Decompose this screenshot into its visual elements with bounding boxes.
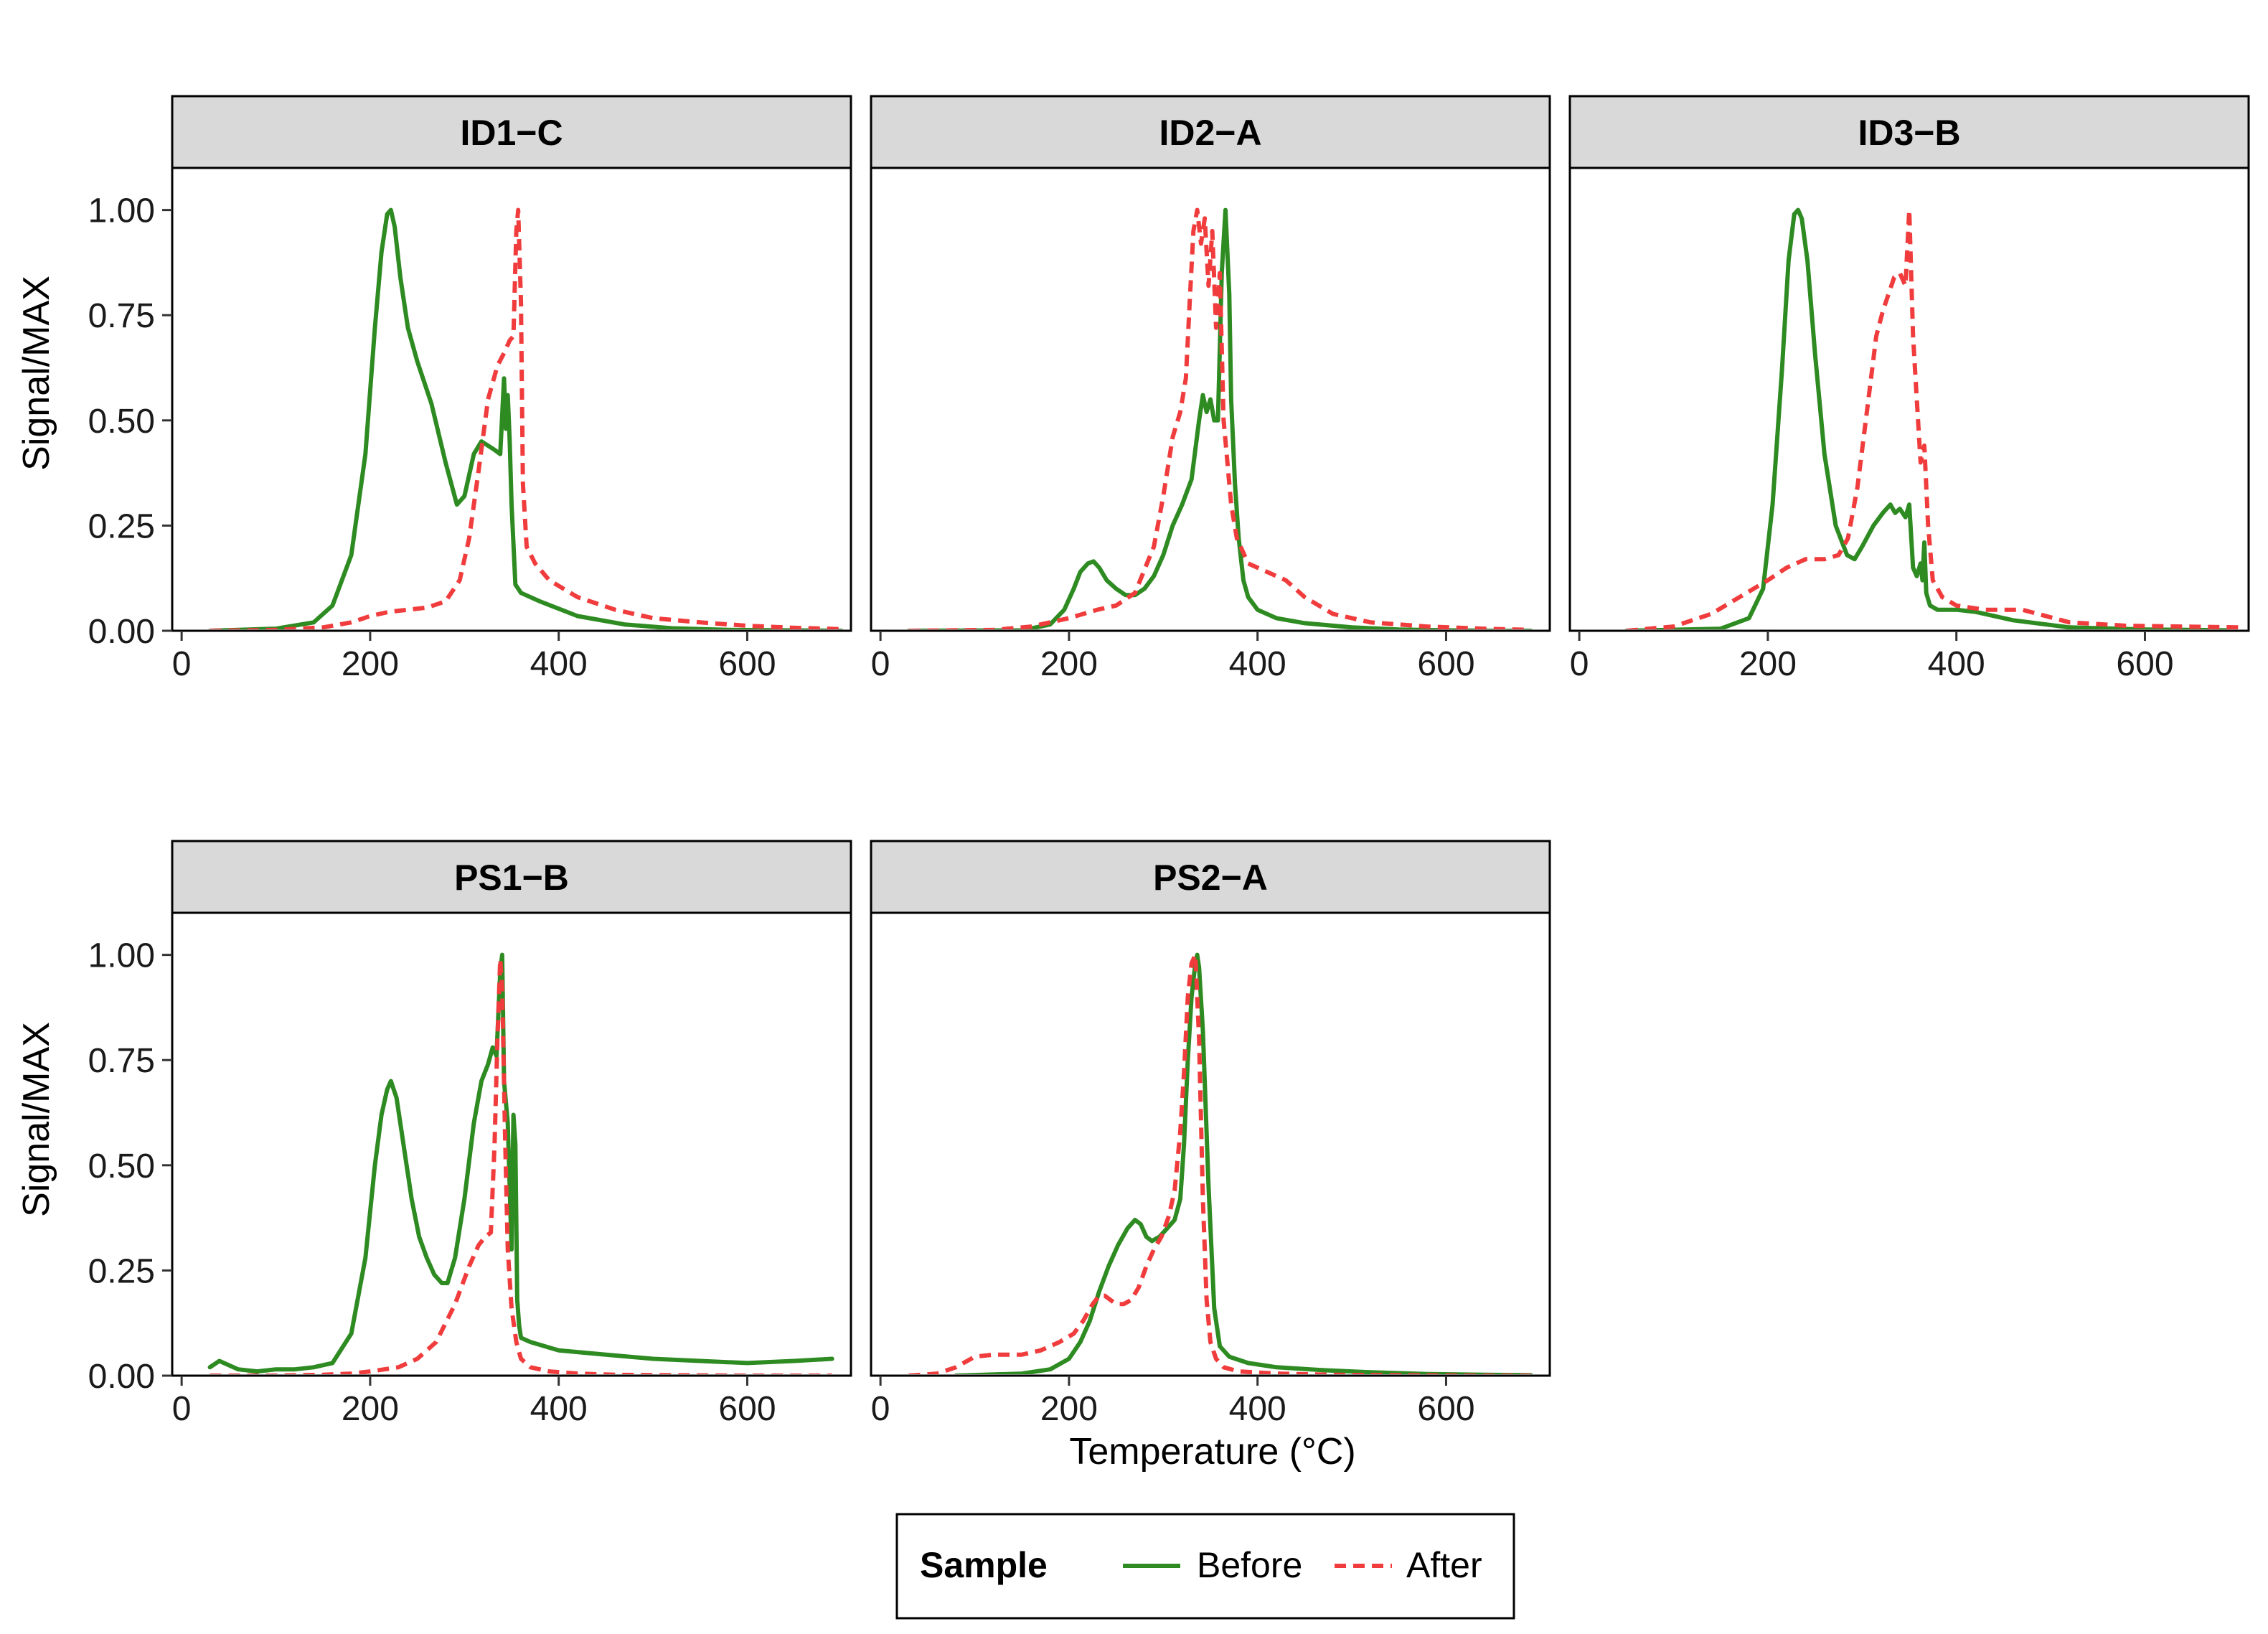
- panel-1-y-tick-label: 0.75: [88, 297, 155, 335]
- panel-3-series-after: [1626, 207, 2239, 629]
- panel-1-x-tick-label: 0: [172, 645, 192, 683]
- panel-4-strip: [171, 840, 852, 914]
- panel-5-series-after: [908, 952, 1531, 1374]
- panel-2-series-before: [907, 207, 1533, 629]
- legend: Sample Before After: [895, 1513, 1515, 1620]
- panel-2-x-tick-label: 200: [1040, 645, 1098, 683]
- panel-3-series-before: [1624, 207, 2232, 629]
- panel-1-y-tick-label: 1.00: [88, 192, 155, 230]
- panel-1-x-tick-label: 600: [718, 645, 776, 683]
- panel-4-x-tick-label: 400: [530, 1390, 588, 1428]
- panel-5-strip: [870, 840, 1551, 914]
- panel-4-x-tick-label: 600: [718, 1390, 776, 1428]
- panel-2-title: ID2−A: [1159, 113, 1261, 153]
- panel-1-x-tick-label: 200: [342, 645, 399, 683]
- panel-5-x-tick-label: 600: [1417, 1390, 1474, 1428]
- panel-3-title: ID3−B: [1858, 113, 1960, 153]
- panel-5: PS2−A 0 200 400 600: [870, 840, 1551, 1428]
- panel-5-plot-area: [870, 911, 1551, 1377]
- panel-1-y-tick-label: 0.00: [88, 613, 155, 651]
- panel-5-x-tick-label: 400: [1229, 1390, 1286, 1428]
- panel-3-plot-area: [1568, 166, 2250, 632]
- panel-5-title: PS2−A: [1153, 858, 1268, 898]
- panel-2-x-tick-label: 0: [871, 645, 890, 683]
- legend-box: [895, 1513, 1515, 1620]
- panel-4-y-tick-label: 1.00: [88, 937, 155, 975]
- panel-3: ID3−B 0 200 400 600: [1568, 95, 2250, 683]
- panel-4-title: PS1−B: [454, 858, 569, 898]
- panel-1-x-tick-label: 400: [530, 645, 588, 683]
- panel-2-series-after: [908, 207, 1531, 629]
- legend-after-label: After: [1406, 1545, 1482, 1585]
- panel-3-x-tick-label: 600: [2116, 645, 2173, 683]
- panel-4-y-tick-label: 0.00: [88, 1358, 155, 1396]
- panel-1-plot-area: [171, 166, 852, 632]
- panel-5-x-tick-label: 200: [1040, 1390, 1098, 1428]
- panel-4-series-after: [210, 957, 832, 1374]
- panel-4-x-tick-label: 200: [342, 1390, 399, 1428]
- panel-1-title: ID1−C: [460, 113, 563, 153]
- panel-1-series-after: [210, 207, 842, 629]
- panel-3-x-tick-label: 200: [1739, 645, 1797, 683]
- panel-3-strip: [1568, 95, 2250, 169]
- panel-2-strip: [870, 95, 1551, 169]
- panel-4-y-tick-label: 0.25: [88, 1252, 155, 1290]
- panel-2: ID2−A 0 200 400 600: [870, 95, 1551, 683]
- panel-3-x-tick-label: 0: [1570, 645, 1589, 683]
- panel-1-y-tick-label: 0.50: [88, 403, 155, 441]
- x-axis-title: Temperature (°C): [1069, 1431, 1355, 1473]
- panel-1: ID1−C 0 200 400 600 0.00 0.25 0.50 0.75 1.00: [88, 95, 852, 683]
- panel-5-x-tick-label: 0: [871, 1390, 890, 1428]
- panel-4-y-tick-label: 0.75: [88, 1042, 155, 1080]
- panel-4-series-before: [207, 952, 834, 1374]
- y-axis-title-bottom: Signal/MAX: [16, 1022, 57, 1217]
- panel-1-strip: [171, 95, 852, 169]
- panel-1-y-tick-label: 0.25: [88, 507, 155, 545]
- legend-title: Sample: [920, 1545, 1048, 1585]
- y-axis-title-top: Signal/MAX: [16, 276, 57, 471]
- panel-2-x-tick-label: 600: [1417, 645, 1474, 683]
- panel-1-series-before: [208, 207, 844, 629]
- panel-4: PS1−B 0 200 400 600 0.00 0.25 0.50 0.75 1.00: [88, 840, 852, 1428]
- panel-4-y-tick-label: 0.50: [88, 1147, 155, 1185]
- panel-3-x-tick-label: 400: [1928, 645, 1985, 683]
- panel-2-x-tick-label: 400: [1229, 645, 1286, 683]
- panel-5-series-before: [954, 952, 1533, 1374]
- legend-before-label: Before: [1197, 1545, 1302, 1585]
- panels-layer: ID1−C 0 200 400 600 0.00 0.25 0.50 0.75 1.00 ID2−A…: [88, 95, 2250, 1428]
- panel-4-x-tick-label: 0: [172, 1390, 192, 1428]
